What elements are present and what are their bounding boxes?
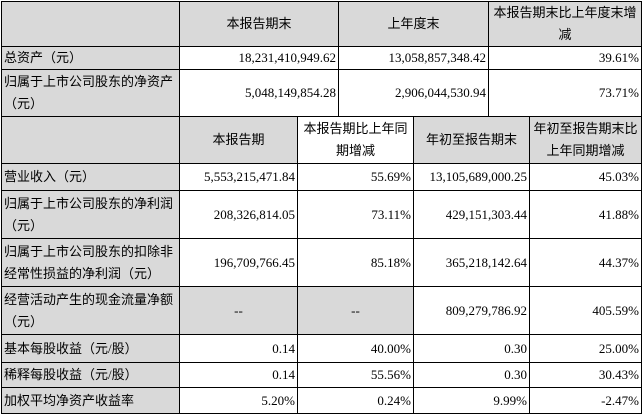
value-cell: 429,151,303.44: [413, 190, 530, 239]
value-cell: 0.14: [179, 362, 298, 388]
balance-header-row: 本报告期末 上年度末 本报告期末比上年度末增减: [1, 1, 642, 47]
income-table: 本报告期 本报告期比上年同期增减 年初至报告期末 年初至报告期末比上年同期增减 …: [1, 116, 642, 414]
row-label: 归属于上市公司股东的扣除非经常性损益的净利润（元）: [1, 238, 180, 287]
value-cell: 41.88%: [529, 190, 642, 239]
value-cell: 39.61%: [488, 46, 642, 70]
value-cell: 55.69%: [297, 163, 414, 191]
row-label: 总资产（元）: [1, 46, 180, 70]
value-cell: 55.56%: [297, 362, 414, 388]
header-cell: 上年度末: [338, 1, 489, 47]
value-cell: 0.30: [413, 362, 530, 388]
value-cell: 405.59%: [529, 286, 642, 335]
value-cell: 5,553,215,471.84: [179, 163, 298, 191]
table-row: 经营活动产生的现金流量净额（元） -- -- 809,279,786.92 40…: [1, 286, 642, 335]
row-label: 营业收入（元）: [1, 163, 180, 191]
header-cell: [1, 116, 180, 164]
row-label: 经营活动产生的现金流量净额（元）: [1, 286, 180, 335]
value-cell: 9.99%: [413, 387, 530, 414]
header-cell: 本报告期末: [179, 1, 339, 47]
table-row: 稀释每股收益（元/股） 0.14 55.56% 0.30 30.43%: [1, 362, 642, 388]
value-cell: 5.20%: [179, 387, 298, 414]
table-row: 归属于上市公司股东的净资产（元） 5,048,149,854.28 2,906,…: [1, 69, 642, 117]
table-row: 归属于上市公司股东的净利润（元） 208,326,814.05 73.11% 4…: [1, 190, 642, 239]
value-cell: 73.71%: [488, 69, 642, 117]
value-cell: 0.14: [179, 334, 298, 363]
value-cell: 208,326,814.05: [179, 190, 298, 239]
value-cell: 85.18%: [297, 238, 414, 287]
table-row: 营业收入（元） 5,553,215,471.84 55.69% 13,105,6…: [1, 163, 642, 191]
value-cell: 0.24%: [297, 387, 414, 414]
value-cell: 30.43%: [529, 362, 642, 388]
income-header-row: 本报告期 本报告期比上年同期增减 年初至报告期末 年初至报告期末比上年同期增减: [1, 116, 642, 164]
value-cell: 196,709,766.45: [179, 238, 298, 287]
header-cell: 本报告期比上年同期增减: [297, 116, 414, 164]
value-cell: 18,231,410,949.62: [179, 46, 339, 70]
table-row: 加权平均净资产收益率 5.20% 0.24% 9.99% -2.47%: [1, 387, 642, 414]
value-cell: 73.11%: [297, 190, 414, 239]
value-cell: 365,218,142.64: [413, 238, 530, 287]
value-cell: -2.47%: [529, 387, 642, 414]
value-cell: --: [179, 286, 298, 335]
header-cell: 本报告期: [179, 116, 298, 164]
value-cell: 13,105,689,000.25: [413, 163, 530, 191]
table-row: 归属于上市公司股东的扣除非经常性损益的净利润（元） 196,709,766.45…: [1, 238, 642, 287]
value-cell: 44.37%: [529, 238, 642, 287]
row-label: 加权平均净资产收益率: [1, 387, 180, 414]
value-cell: 809,279,786.92: [413, 286, 530, 335]
header-cell: 年初至报告期末: [413, 116, 530, 164]
value-cell: 40.00%: [297, 334, 414, 363]
value-cell: 13,058,857,348.42: [338, 46, 489, 70]
value-cell: 25.00%: [529, 334, 642, 363]
header-cell: 本报告期末比上年度末增减: [488, 1, 642, 47]
header-cell: 年初至报告期末比上年同期增减: [529, 116, 642, 164]
value-cell: 0.30: [413, 334, 530, 363]
table-row: 基本每股收益（元/股） 0.14 40.00% 0.30 25.00%: [1, 334, 642, 363]
value-cell: 5,048,149,854.28: [179, 69, 339, 117]
row-label: 归属于上市公司股东的净资产（元）: [1, 69, 180, 117]
value-cell: --: [297, 286, 414, 335]
balance-table: 本报告期末 上年度末 本报告期末比上年度末增减 总资产（元） 18,231,41…: [1, 1, 642, 117]
value-cell: 45.03%: [529, 163, 642, 191]
table-row: 总资产（元） 18,231,410,949.62 13,058,857,348.…: [1, 46, 642, 70]
row-label: 基本每股收益（元/股）: [1, 334, 180, 363]
row-label: 归属于上市公司股东的净利润（元）: [1, 190, 180, 239]
header-cell: [1, 1, 180, 47]
row-label: 稀释每股收益（元/股）: [1, 362, 180, 388]
value-cell: 2,906,044,530.94: [338, 69, 489, 117]
